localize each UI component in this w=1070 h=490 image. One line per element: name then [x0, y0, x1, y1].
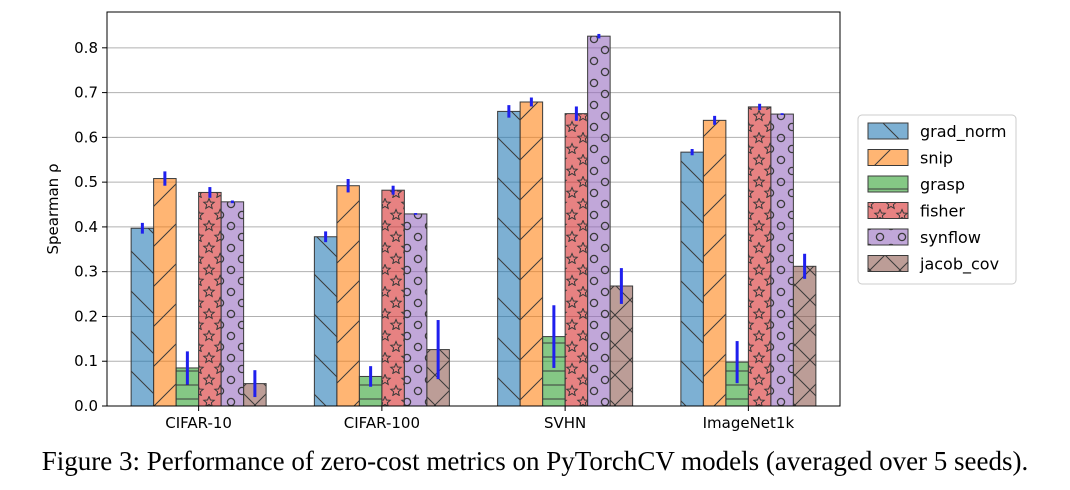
x-tick-label-imagenet1k: ImageNet1k	[703, 414, 795, 432]
y-tick-label-0-4: 0.4	[74, 218, 98, 236]
legend-label-snip: snip	[920, 149, 953, 168]
bar-svhn-snip-hatch	[519, 101, 544, 407]
legend-swatch-hatch-snip	[867, 149, 909, 166]
legend-swatch-hatch-fisher	[867, 202, 909, 219]
y-tick-label-0-6: 0.6	[74, 128, 98, 146]
bar-svhn-grad-norm-hatch	[497, 110, 521, 407]
legend-swatch-hatch-jacob-cov	[867, 255, 909, 272]
legend-swatch-hatch-synflow	[867, 228, 909, 246]
legend-swatch-hatch-grad-norm	[867, 122, 909, 140]
legend-label-jacob-cov: jacob_cov	[919, 255, 999, 275]
y-tick-label-0-1: 0.1	[74, 352, 98, 370]
bar-cifar-100-fisher-hatch	[381, 189, 405, 407]
bar-cifar-100-synflow-hatch	[403, 213, 428, 407]
bar-cifar-10-synflow-hatch	[220, 201, 245, 407]
y-tick-label-0-8: 0.8	[74, 39, 98, 57]
bar-cifar-10-snip-hatch	[153, 178, 177, 407]
bar-svhn-fisher-hatch	[564, 113, 589, 407]
y-tick-label-0-2: 0.2	[74, 307, 98, 325]
x-tick-label-cifar-100: CIFAR-100	[344, 414, 420, 432]
legend-label-synflow: synflow	[920, 228, 981, 247]
legend-label-fisher: fisher	[920, 202, 965, 221]
figure-caption: Figure 3: Performance of zero-cost metri…	[41, 446, 1029, 476]
legend-label-grad-norm: grad_norm	[920, 122, 1007, 142]
legend-label-grasp: grasp	[920, 175, 965, 194]
bar-imagenet1k-fisher-hatch	[747, 106, 772, 407]
y-tick-label-0-7: 0.7	[74, 84, 98, 102]
bar-imagenet1k-synflow-hatch	[770, 113, 794, 407]
bar-imagenet1k-snip-hatch	[702, 119, 727, 407]
bar-cifar-100-snip-hatch	[336, 185, 360, 407]
bar-imagenet1k-grad-norm-hatch	[680, 151, 704, 407]
bar-svhn-synflow-hatch	[587, 35, 611, 407]
y-tick-label-0-0: 0.0	[74, 397, 98, 415]
y-tick-label-0-5: 0.5	[74, 173, 98, 191]
x-tick-label-cifar-10: CIFAR-10	[165, 414, 232, 432]
bar-chart: 0.0 0.1 0.2 0.3 0.4 0.5 0.6 0.7 0.8 Spearman ρ CIF…	[44, 11, 1017, 432]
plot-frame	[106, 11, 841, 407]
bar-svhn-jacob-cov-hatch	[609, 285, 634, 407]
bar-cifar-10-grad-norm-hatch	[130, 227, 155, 407]
y-tick-label-0-3: 0.3	[74, 263, 98, 281]
y-axis-label: Spearman ρ	[44, 164, 62, 255]
bar-cifar-100-grad-norm-hatch	[313, 236, 338, 407]
legend-swatch-hatch-grasp	[867, 175, 909, 193]
bar-imagenet1k-jacob-cov-hatch	[792, 265, 817, 407]
x-tick-label-svhn: SVHN	[544, 414, 586, 432]
bar-cifar-10-fisher-hatch	[198, 191, 222, 407]
